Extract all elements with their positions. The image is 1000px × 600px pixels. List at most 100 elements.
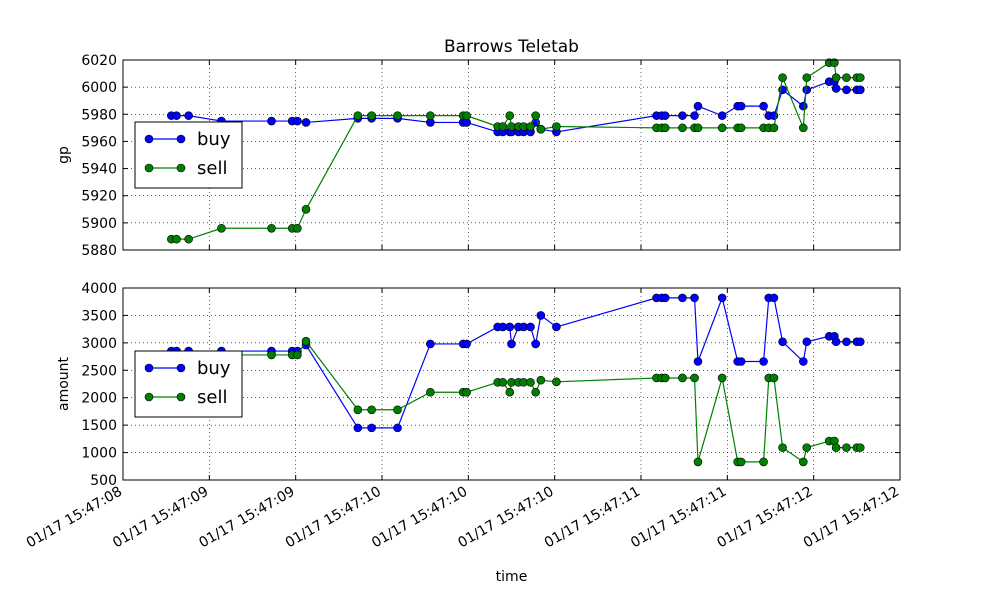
x-tick-label: 01/17 15:47:11 xyxy=(542,484,643,552)
data-point xyxy=(693,123,703,133)
data-point xyxy=(498,122,508,131)
legend-marker xyxy=(144,163,154,173)
data-point xyxy=(426,339,435,349)
data-point xyxy=(293,223,302,233)
data-point xyxy=(393,111,402,120)
data-point xyxy=(855,73,865,82)
legend-box xyxy=(134,350,243,418)
y-tick-label: 2500 xyxy=(81,363,117,379)
y-tick-label: 5900 xyxy=(81,216,117,232)
data-point xyxy=(660,293,670,303)
x-tick-label: 01/17 15:47:08 xyxy=(24,484,125,552)
data-point xyxy=(526,122,535,131)
data-point xyxy=(831,84,841,93)
x-axis-label: time xyxy=(496,569,528,585)
data-point xyxy=(769,293,779,303)
data-point xyxy=(717,373,727,383)
legend-marker xyxy=(176,163,186,173)
x-tick-label: 01/17 15:47:10 xyxy=(369,484,470,552)
data-point xyxy=(426,111,435,120)
data-point xyxy=(830,58,839,68)
data-point xyxy=(660,123,670,133)
data-point xyxy=(293,350,302,360)
data-point xyxy=(778,337,787,347)
y-tick-label: 6020 xyxy=(81,53,117,69)
data-point xyxy=(799,357,808,366)
data-point xyxy=(799,123,808,133)
data-point xyxy=(717,293,727,303)
data-point xyxy=(552,377,561,387)
legend-marker xyxy=(144,134,154,144)
data-point xyxy=(802,443,812,452)
data-point xyxy=(367,405,376,415)
data-point xyxy=(217,223,226,233)
data-point xyxy=(769,123,779,133)
data-point xyxy=(842,337,851,347)
data-point xyxy=(759,457,768,467)
data-point xyxy=(267,350,276,360)
data-point xyxy=(717,111,727,120)
y-tick-label: 5920 xyxy=(81,189,117,205)
data-point xyxy=(802,73,812,82)
x-tick-label: 01/17 15:47:11 xyxy=(628,484,729,552)
data-point xyxy=(498,378,508,387)
y-tick-label: 500 xyxy=(90,473,117,489)
data-point xyxy=(526,322,535,332)
data-point xyxy=(536,311,546,320)
y-tick-label: 5880 xyxy=(81,243,117,259)
data-point xyxy=(759,101,768,111)
legend-label: sell xyxy=(197,158,227,179)
data-point xyxy=(759,357,768,366)
plot-frame xyxy=(122,287,901,481)
data-point xyxy=(778,443,787,452)
data-point xyxy=(690,373,699,383)
data-point xyxy=(526,378,535,387)
data-point xyxy=(717,123,727,133)
data-point xyxy=(462,339,471,349)
y-tick-label: 1500 xyxy=(81,418,117,434)
y-tick-label: 1000 xyxy=(81,446,117,462)
data-point xyxy=(690,293,699,303)
data-point xyxy=(736,357,746,366)
data-point xyxy=(531,339,540,349)
data-point xyxy=(678,111,687,120)
data-point xyxy=(855,443,865,452)
data-point xyxy=(778,73,787,82)
data-point xyxy=(301,336,311,346)
data-point xyxy=(842,85,851,95)
data-point xyxy=(799,101,808,111)
x-tick-label: 01/17 15:47:10 xyxy=(455,484,556,552)
plot-frame xyxy=(122,59,901,251)
data-point xyxy=(678,123,687,133)
data-point xyxy=(462,387,471,397)
data-point xyxy=(301,204,311,214)
data-point xyxy=(536,124,546,134)
data-point xyxy=(536,375,546,385)
data-point xyxy=(660,373,670,383)
data-point xyxy=(507,339,516,349)
data-point xyxy=(531,111,540,120)
data-point xyxy=(184,234,193,244)
y-axis-label: amount xyxy=(56,356,72,411)
data-point xyxy=(393,423,402,433)
data-point xyxy=(802,337,812,347)
legend-marker xyxy=(144,363,154,373)
x-tick-label: 01/17 15:47:09 xyxy=(110,484,211,552)
legend-label: sell xyxy=(197,387,227,408)
legend-label: buy xyxy=(197,129,231,150)
data-point xyxy=(678,373,687,383)
data-point xyxy=(353,405,363,415)
x-tick-label: 01/17 15:47:09 xyxy=(196,484,297,552)
data-point xyxy=(831,73,841,82)
data-point xyxy=(693,457,703,467)
y-tick-label: 6000 xyxy=(81,80,117,96)
data-point xyxy=(393,405,402,415)
data-point xyxy=(660,111,670,120)
data-point xyxy=(855,337,865,347)
data-point xyxy=(802,85,812,95)
y-axis-label: gp xyxy=(56,146,72,164)
data-point xyxy=(353,423,363,433)
data-point xyxy=(736,101,746,111)
data-point xyxy=(301,118,311,127)
y-tick-label: 4000 xyxy=(81,281,117,297)
